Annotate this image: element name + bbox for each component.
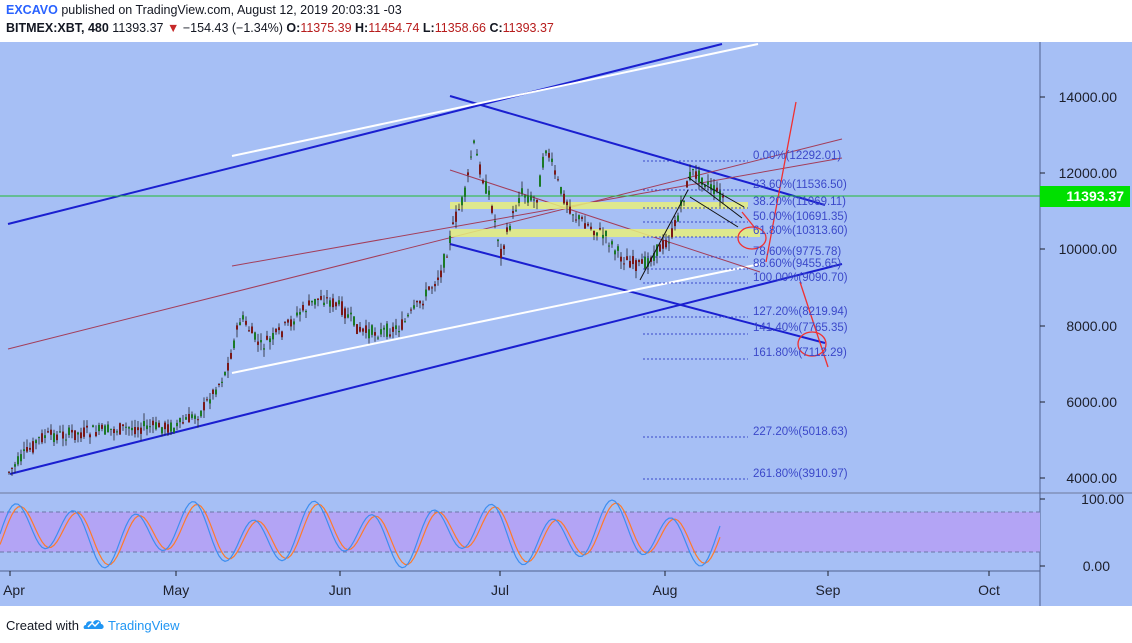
time-tick-oct: Oct [978, 582, 1000, 598]
high-value: 11454.74 [368, 21, 420, 35]
down-arrow-icon: ▼ [167, 21, 180, 35]
fib-level-label[interactable]: 141.40%(7765.35) [753, 322, 848, 334]
brown-trend-2[interactable] [231, 157, 843, 267]
fib-labels: 0.00%(12292.01) 23.60%(11536.50) 38.20%(11… [753, 150, 848, 480]
open-label: O: [286, 21, 301, 35]
candlestick-series[interactable] [8, 139, 724, 476]
channel-upper-line[interactable] [7, 43, 723, 225]
created-with-text: Created with [6, 618, 79, 633]
price-axis-ticks: 14000.00 12000.00 10000.00 8000.00 6000.00 40… [1040, 89, 1117, 486]
tradingview-logo-icon[interactable] [83, 616, 105, 632]
chart-header: EXCAVO published on TradingView.com, Aug… [0, 0, 1132, 42]
low-label: L: [422, 21, 435, 35]
osc-tick-0: 0.00 [1083, 558, 1110, 574]
price-tick-label: 6000.00 [1066, 394, 1117, 410]
down-channel-upper-line[interactable] [449, 95, 826, 206]
time-tick-jul: Jul [491, 582, 509, 598]
chart-area[interactable]: 0.00%(12292.01) 23.60%(11536.50) 38.20%(11… [0, 42, 1132, 606]
oscillator-layer [0, 499, 1040, 569]
time-tick-aug: Aug [653, 582, 678, 598]
price-tick-label: 4000.00 [1066, 470, 1117, 486]
price-change: −154.43 (−1.34%) [182, 21, 283, 35]
current-price-badge [1040, 186, 1130, 207]
last-price: 11393.37 [112, 21, 164, 35]
red-annotations[interactable] [737, 101, 829, 368]
oscillator-axis: 100.00 0.00 [1040, 491, 1124, 574]
fib-level-label[interactable]: 127.20%(8219.94) [753, 306, 848, 318]
stoch-k-line[interactable] [0, 499, 721, 569]
high-label: H: [355, 21, 369, 35]
author-link[interactable]: EXCAVO [6, 3, 58, 17]
fib-level-label[interactable]: 0.00%(12292.01) [753, 150, 841, 162]
fib-level-label[interactable]: 100.00%(9090.70) [753, 272, 848, 284]
fib-level-label[interactable]: 23.60%(11536.50) [753, 179, 847, 191]
time-scale[interactable] [0, 571, 1040, 606]
fib-level-label[interactable]: 261.80%(3910.97) [753, 468, 848, 480]
fib-level-label[interactable]: 61.80%(10313.60) [753, 225, 848, 237]
fib-level-label[interactable]: 50.00%(10691.35) [753, 211, 848, 223]
brown-trend-3[interactable] [449, 169, 761, 273]
brown-trend-1[interactable] [7, 138, 843, 350]
fib-lines[interactable] [643, 160, 748, 480]
low-value: 11358.66 [434, 21, 486, 35]
price-tick-label: 10000.00 [1059, 241, 1118, 257]
time-tick-jun: Jun [329, 582, 352, 598]
current-price-label: 11393.37 [1066, 188, 1124, 204]
stoch-d-line[interactable] [0, 502, 721, 566]
chart-canvas[interactable]: 0.00%(12292.01) 23.60%(11536.50) 38.20%(11… [0, 42, 1132, 606]
symbol-label: BITMEX:XBT, 480 [6, 21, 109, 35]
tradingview-brand-link[interactable]: TradingView [108, 618, 180, 633]
time-tick-apr: Apr [3, 582, 25, 598]
white-trend-lower[interactable] [231, 263, 761, 374]
close-label: C: [489, 21, 503, 35]
down-channel-lower-line[interactable] [449, 243, 826, 344]
oscillator-band [0, 512, 1040, 552]
fib-level-label[interactable]: 38.20%(11069.11) [753, 196, 846, 208]
time-axis: Apr May Jun Jul Aug Sep Oct [3, 571, 1000, 598]
price-tick-label: 8000.00 [1066, 318, 1117, 334]
fib-level-label[interactable]: 78.60%(9775.78) [753, 246, 841, 258]
fib-level-label[interactable]: 227.20%(5018.63) [753, 426, 848, 438]
fib-level-label[interactable]: 161.80%(7112.29) [753, 347, 847, 359]
drawings-layer [0, 43, 1040, 480]
price-scale[interactable] [1040, 42, 1132, 606]
price-tick-label: 14000.00 [1059, 89, 1118, 105]
footer: Created with TradingView [0, 606, 1132, 643]
time-tick-sep: Sep [816, 582, 841, 598]
close-value: 11393.37 [502, 21, 554, 35]
price-tick-label: 12000.00 [1059, 165, 1118, 181]
symbol-legend[interactable]: BITMEX:XBT, 480 11393.37 ▼ −154.43 (−1.3… [6, 21, 554, 35]
publish-info: EXCAVO published on TradingView.com, Aug… [6, 3, 402, 17]
pattern-lines[interactable] [639, 176, 745, 281]
channel-lower-line[interactable] [9, 263, 843, 475]
publish-text: published on TradingView.com, August 12,… [61, 3, 402, 17]
fib-level-label[interactable]: 88.60%(9455.65) [753, 258, 841, 270]
white-trend-upper[interactable] [231, 43, 759, 157]
time-tick-may: May [163, 582, 189, 598]
open-value: 11375.39 [300, 21, 352, 35]
osc-tick-100: 100.00 [1081, 491, 1124, 507]
yellow-zone-upper[interactable] [450, 202, 748, 209]
